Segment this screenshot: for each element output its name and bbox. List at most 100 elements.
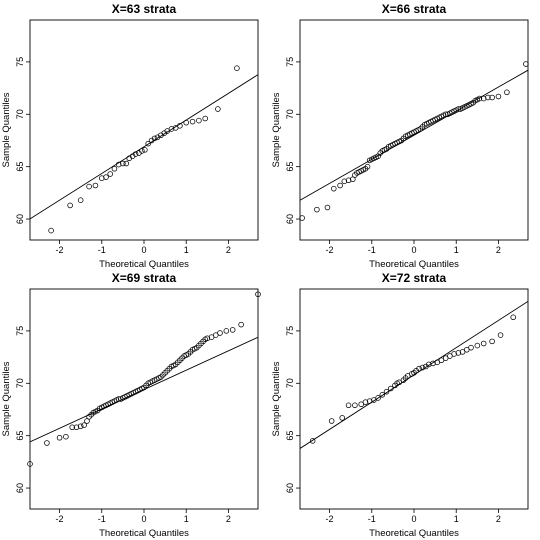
data-point bbox=[489, 338, 495, 345]
x-axis-label: Theoretical Quantiles bbox=[99, 259, 189, 270]
data-point bbox=[77, 197, 84, 203]
data-point bbox=[217, 330, 223, 336]
x-tick-label: 0 bbox=[411, 514, 416, 524]
data-point bbox=[341, 178, 348, 185]
data-point bbox=[142, 147, 148, 153]
data-point bbox=[172, 125, 179, 131]
data-point bbox=[324, 204, 331, 211]
data-point bbox=[120, 160, 126, 167]
data-point bbox=[345, 402, 352, 409]
data-point bbox=[115, 396, 122, 402]
data-point bbox=[388, 385, 394, 392]
x-tick-label: 2 bbox=[226, 514, 231, 524]
x-tick-label: -1 bbox=[368, 514, 376, 524]
x-tick-label: -1 bbox=[98, 245, 106, 255]
data-point bbox=[362, 399, 369, 405]
qq-reference-line bbox=[300, 69, 528, 201]
data-point bbox=[331, 185, 337, 192]
data-point bbox=[464, 346, 470, 353]
y-tick-label: 60 bbox=[15, 214, 25, 224]
data-point bbox=[238, 321, 244, 328]
x-tick-label: 1 bbox=[454, 514, 459, 524]
y-tick-label: 60 bbox=[285, 214, 295, 224]
data-point bbox=[328, 418, 335, 424]
data-point bbox=[476, 95, 483, 102]
data-point bbox=[44, 440, 50, 446]
x-tick-label: -1 bbox=[368, 245, 376, 255]
data-point bbox=[345, 177, 352, 184]
y-tick-label: 75 bbox=[15, 57, 25, 67]
data-point bbox=[426, 361, 432, 368]
data-point bbox=[115, 161, 122, 168]
data-point bbox=[455, 350, 462, 356]
y-tick-label: 65 bbox=[15, 431, 25, 441]
x-tick-label: 0 bbox=[141, 245, 146, 255]
x-tick-label: 2 bbox=[496, 245, 501, 255]
x-tick-label: -2 bbox=[56, 514, 64, 524]
x-tick-label: 0 bbox=[141, 514, 146, 524]
data-point bbox=[434, 359, 440, 366]
data-point bbox=[107, 171, 113, 177]
data-point bbox=[229, 327, 236, 333]
data-point bbox=[183, 119, 189, 126]
data-point bbox=[337, 182, 343, 189]
y-axis-label: Sample Quantiles bbox=[1, 92, 12, 167]
data-point bbox=[86, 183, 92, 190]
data-point bbox=[416, 365, 422, 372]
data-point bbox=[495, 93, 502, 100]
data-point bbox=[73, 424, 80, 431]
data-point bbox=[56, 434, 63, 441]
panel-title: X=63 strata bbox=[112, 2, 177, 16]
data-point bbox=[67, 202, 73, 209]
data-point bbox=[177, 123, 183, 129]
data-point bbox=[234, 65, 240, 71]
data-point bbox=[451, 351, 457, 357]
y-tick-label: 65 bbox=[285, 162, 295, 172]
data-point bbox=[485, 94, 491, 101]
y-tick-label: 70 bbox=[15, 378, 25, 388]
data-point bbox=[168, 126, 175, 132]
data-point bbox=[77, 423, 84, 430]
data-point bbox=[208, 334, 215, 340]
plot-frame bbox=[29, 19, 259, 241]
data-point bbox=[396, 379, 402, 386]
data-point bbox=[223, 328, 230, 334]
data-point bbox=[430, 360, 436, 367]
y-axis-label: Sample Quantiles bbox=[271, 361, 282, 436]
x-tick-label: -2 bbox=[326, 514, 334, 524]
data-point bbox=[383, 388, 390, 395]
plot-frame bbox=[299, 288, 529, 510]
qq-panel-2: X=66 strata -2 -1 0 1 2 60 65 70 75 Theoretical Qu… bbox=[271, 2, 529, 270]
data-point bbox=[364, 163, 371, 170]
data-point bbox=[474, 342, 481, 349]
data-point bbox=[151, 135, 158, 142]
data-point bbox=[48, 227, 54, 234]
data-point bbox=[438, 357, 445, 364]
data-point bbox=[204, 335, 211, 342]
panel-title: X=66 strata bbox=[382, 2, 447, 16]
qq-panel-4: X=72 strata -2 -1 0 1 2 60 65 70 75 Theoretical Qu… bbox=[271, 271, 529, 539]
y-tick-label: 70 bbox=[285, 378, 295, 388]
y-tick-label: 70 bbox=[15, 109, 25, 119]
data-point bbox=[139, 148, 145, 154]
data-point bbox=[459, 349, 466, 355]
y-tick-label: 65 bbox=[285, 431, 295, 441]
data-point bbox=[309, 438, 316, 444]
x-tick-label: 1 bbox=[184, 514, 189, 524]
qq-panel-3: X=69 strata -2 -1 0 1 2 60 65 70 75 Theoretical Qu… bbox=[1, 271, 261, 539]
data-point bbox=[81, 422, 87, 428]
y-tick-label: 60 bbox=[15, 483, 25, 493]
data-point bbox=[366, 398, 373, 404]
x-axis-label: Theoretical Quantiles bbox=[99, 528, 189, 539]
qq-reference-line bbox=[30, 74, 258, 220]
x-tick-label: 2 bbox=[496, 514, 501, 524]
data-point bbox=[196, 117, 202, 124]
plot-frame bbox=[29, 288, 259, 510]
x-axis-label: Theoretical Quantiles bbox=[369, 528, 459, 539]
data-point bbox=[504, 89, 510, 96]
x-tick-label: -2 bbox=[56, 245, 64, 255]
x-tick-label: 1 bbox=[454, 245, 459, 255]
data-point bbox=[419, 364, 426, 371]
data-point bbox=[132, 151, 139, 157]
data-point bbox=[404, 373, 411, 379]
